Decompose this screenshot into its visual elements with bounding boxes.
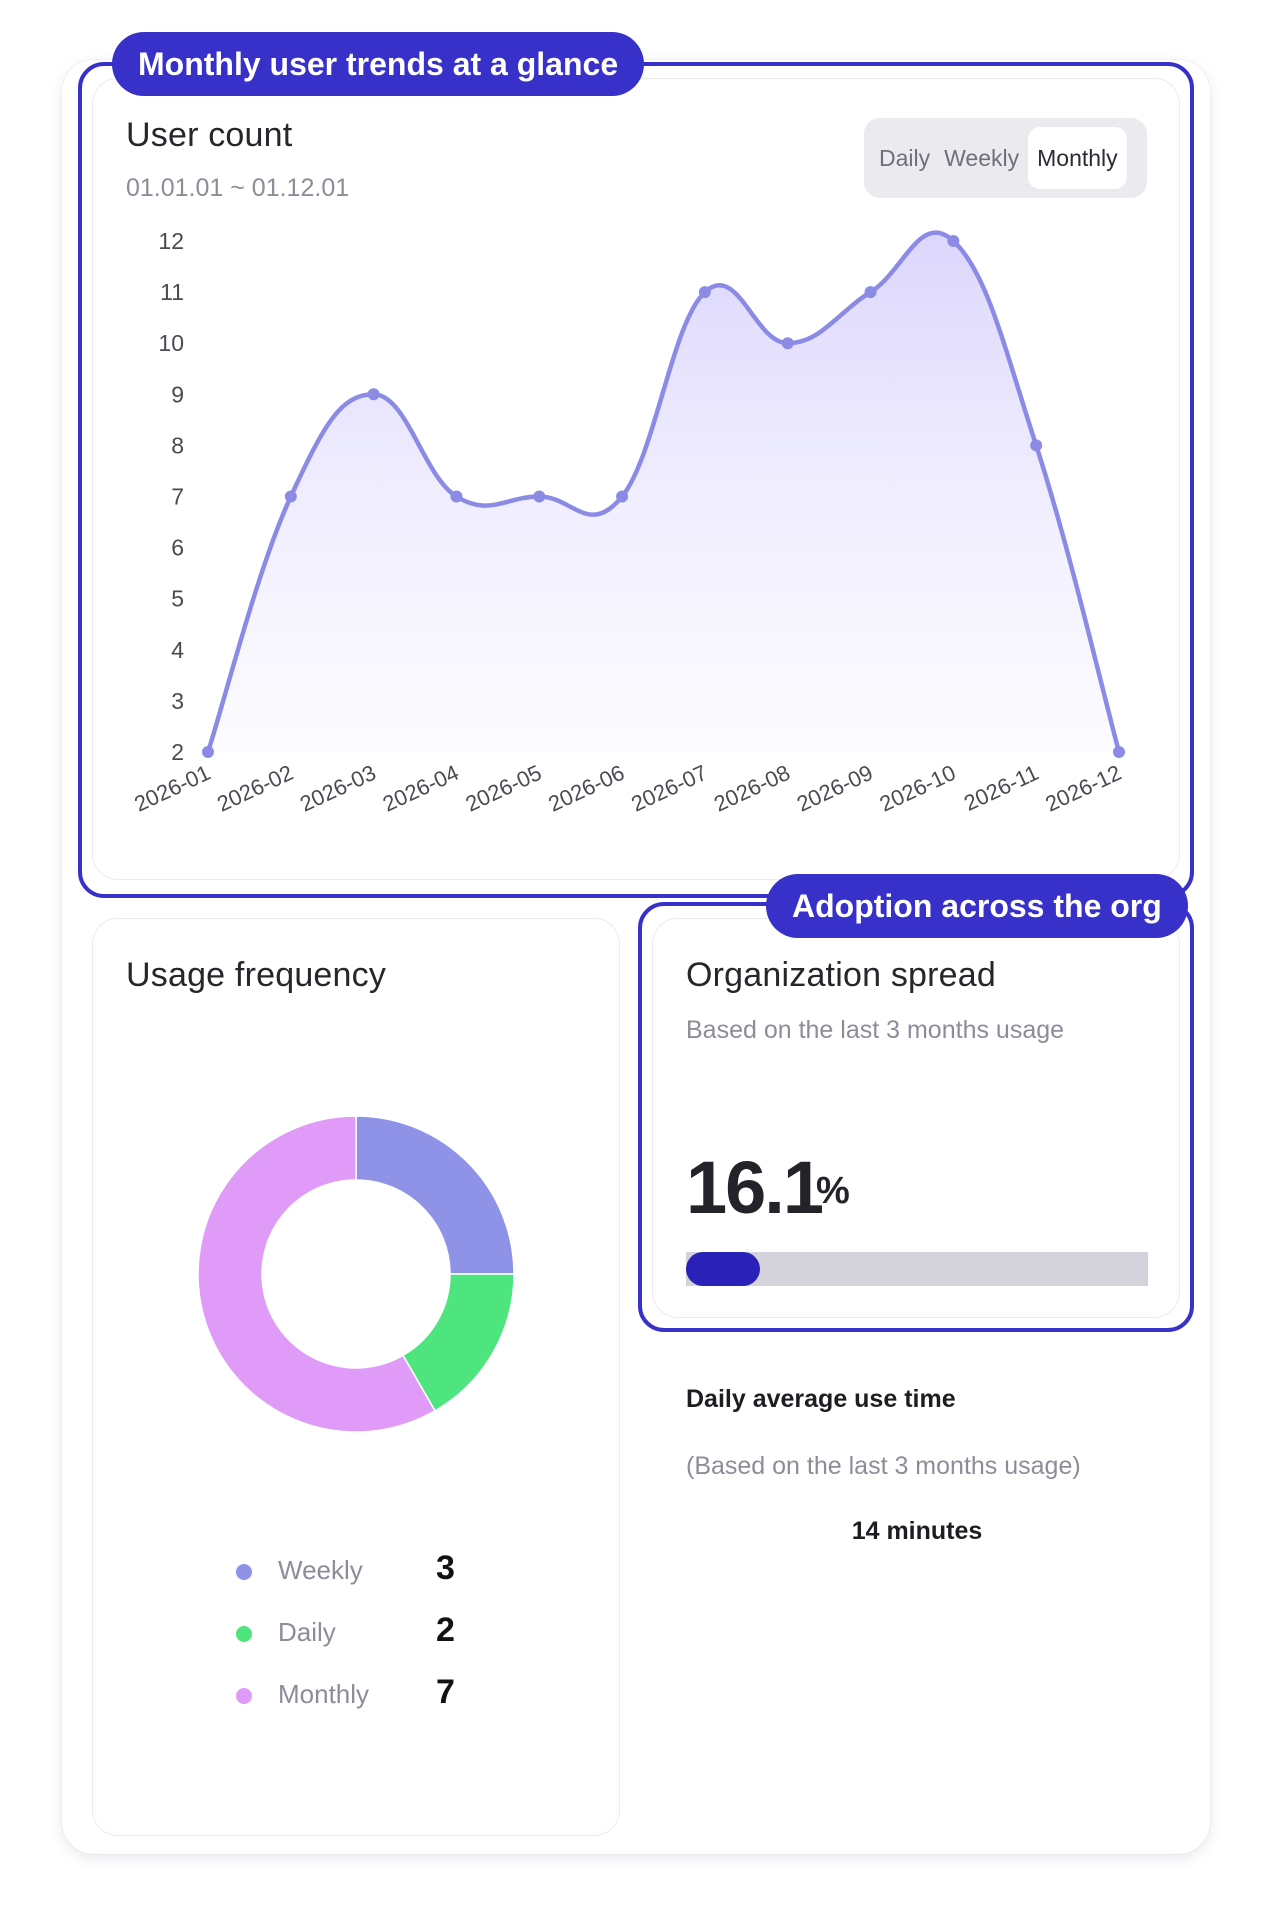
highlight-organization-spread [638,902,1194,1332]
organization-spread-progress [686,1252,1148,1286]
data-point-2026-08[interactable] [781,337,794,350]
data-point-2026-03[interactable] [367,388,380,401]
callout-adoption: Adoption across the org [766,874,1188,938]
toggle-weekly[interactable]: Weekly [944,145,1020,171]
data-point-2026-01[interactable] [202,746,214,758]
user-count-title: User count [126,116,293,154]
organization-spread-subtitle: Based on the last 3 months usage [686,1016,1065,1044]
organization-spread-card [652,918,1180,1318]
y-tick-label: 9 [171,381,184,407]
y-tick-label: 10 [158,330,184,356]
y-tick-label: 12 [158,228,184,254]
y-tick-label: 8 [171,432,184,458]
legend-value: 7 [436,1673,455,1711]
data-point-2026-07[interactable] [698,286,711,299]
y-tick-label: 3 [171,688,184,714]
usage-frequency-donut [197,1115,515,1433]
legend-label: Monthly [278,1679,370,1709]
toggle-monthly[interactable]: Monthly [1028,127,1127,189]
daily-average-subtitle: (Based on the last 3 months usage) [686,1452,1081,1480]
donut-slice-weekly[interactable] [355,1115,515,1275]
daily-average-value: 14 minutes [851,1517,983,1545]
y-tick-label: 11 [160,279,184,305]
data-point-2026-02[interactable] [284,490,297,503]
y-tick-label: 5 [171,586,184,612]
data-point-2026-12[interactable] [1113,746,1125,758]
legend-item-monthly: Monthly 7 [236,1669,486,1731]
legend-dot-monthly [236,1688,252,1704]
legend-label: Daily [278,1617,336,1647]
organization-spread-value: 16.1 [686,1146,824,1229]
legend-label: Weekly [278,1555,363,1585]
toggle-daily[interactable]: Daily [879,145,931,171]
highlight-user-count [78,62,1194,898]
legend-dot-weekly [236,1564,252,1580]
date-range: 01.01.01 ~ 01.12.01 [126,174,350,202]
legend-value: 2 [436,1611,455,1649]
y-tick-label: 6 [171,535,184,561]
data-point-2026-04[interactable] [450,490,463,503]
donut-legend: Weekly 3 Daily 2 Monthly 7 [236,1545,486,1731]
user-count-area [208,232,1119,752]
progress-fill [686,1252,761,1286]
data-point-2026-06[interactable] [616,490,629,503]
data-point-2026-10[interactable] [947,235,960,247]
user-count-series-line [205,230,1122,753]
y-tick-label: 2 [171,739,184,765]
y-tick-label: 4 [171,637,184,663]
donut-slice-monthly[interactable] [197,1115,437,1433]
usage-frequency-title: Usage frequency [126,956,387,994]
legend-item-daily: Daily 2 [236,1607,486,1669]
data-point-2026-05[interactable] [533,490,546,503]
callout-monthly-trends: Monthly user trends at a glance [112,32,645,96]
legend-item-weekly: Weekly 3 [236,1545,486,1607]
legend-dot-daily [236,1626,252,1642]
legend-value: 3 [436,1549,455,1587]
data-point-2026-11[interactable] [1030,439,1043,452]
y-tick-label: 7 [171,484,184,510]
organization-spread-title: Organization spread [686,956,996,994]
daily-average-title: Daily average use time [686,1385,956,1413]
data-point-2026-09[interactable] [864,286,877,299]
organization-spread-unit: % [816,1170,850,1212]
period-toggle: Daily Weekly Monthly [864,118,1147,198]
